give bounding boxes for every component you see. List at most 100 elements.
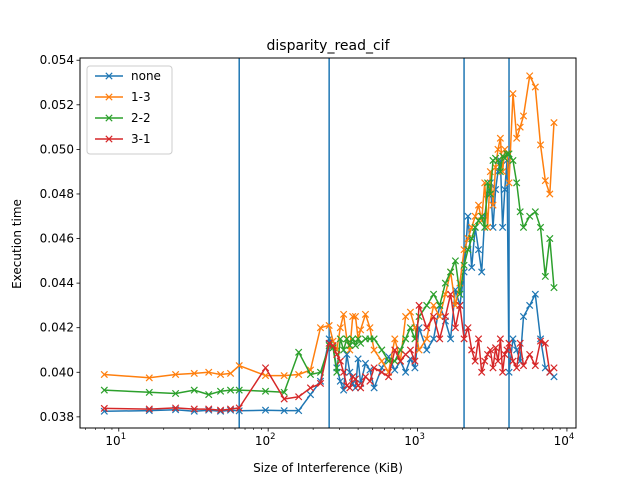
data-point bbox=[295, 393, 303, 401]
data-point bbox=[423, 324, 431, 332]
data-point bbox=[536, 223, 545, 232]
data-point bbox=[226, 405, 235, 413]
data-point bbox=[216, 406, 225, 414]
data-point bbox=[429, 312, 438, 321]
data-point bbox=[340, 310, 348, 318]
x-tick-label: 101 bbox=[105, 432, 126, 448]
data-point bbox=[100, 404, 108, 413]
data-point bbox=[295, 370, 303, 379]
data-point bbox=[499, 223, 507, 232]
data-point bbox=[483, 179, 492, 187]
data-point bbox=[333, 350, 341, 359]
data-point bbox=[474, 335, 483, 343]
data-point bbox=[306, 370, 315, 379]
legend-label: 3-1 bbox=[131, 132, 151, 146]
data-point bbox=[526, 350, 534, 359]
data-point bbox=[526, 212, 534, 220]
x-tick-label: 104 bbox=[554, 432, 575, 448]
y-tick-label: 0.050 bbox=[40, 142, 74, 156]
data-point bbox=[384, 373, 393, 381]
data-point bbox=[541, 272, 549, 281]
data-point bbox=[513, 134, 521, 142]
legend-item-none: none bbox=[95, 69, 161, 83]
data-point bbox=[370, 364, 378, 372]
data-point bbox=[496, 134, 504, 142]
data-point bbox=[436, 312, 444, 321]
data-point bbox=[501, 350, 509, 359]
data-point bbox=[526, 301, 534, 310]
series-3-1 bbox=[100, 290, 558, 414]
data-point bbox=[451, 324, 460, 332]
data-point bbox=[261, 406, 270, 414]
legend-item-1-3: 1-3 bbox=[95, 90, 151, 104]
data-point bbox=[505, 150, 513, 158]
data-point bbox=[513, 364, 521, 372]
data-point bbox=[205, 405, 213, 413]
data-point bbox=[336, 335, 344, 343]
data-point bbox=[415, 346, 423, 354]
data-point bbox=[509, 357, 517, 365]
data-point bbox=[370, 384, 378, 392]
legend-item-2-2: 2-2 bbox=[95, 111, 151, 125]
data-point bbox=[509, 90, 517, 98]
data-point bbox=[474, 246, 483, 254]
data-point bbox=[531, 83, 539, 91]
data-point bbox=[505, 179, 513, 187]
data-point bbox=[370, 335, 378, 343]
data-point bbox=[541, 176, 549, 185]
data-point bbox=[519, 312, 528, 321]
data-point bbox=[261, 387, 270, 395]
data-point bbox=[468, 234, 476, 243]
data-point bbox=[436, 335, 444, 343]
x-tick-label: 102 bbox=[255, 432, 276, 448]
axes-frame bbox=[79, 57, 577, 429]
data-point bbox=[406, 324, 415, 332]
data-point bbox=[516, 208, 524, 216]
x-axis-ticks: 101 102 103 104 bbox=[85, 428, 575, 448]
data-point bbox=[541, 339, 549, 347]
data-point bbox=[261, 371, 270, 380]
data-point bbox=[226, 369, 235, 378]
data-point bbox=[415, 301, 423, 310]
data-point bbox=[226, 406, 235, 414]
data-point bbox=[346, 341, 354, 350]
data-point bbox=[446, 268, 455, 276]
data-point bbox=[361, 359, 370, 367]
legend-marker bbox=[105, 135, 113, 143]
data-point bbox=[333, 368, 341, 376]
chart-title: disparity_read_cif bbox=[267, 38, 391, 54]
data-point bbox=[411, 357, 419, 365]
data-point bbox=[216, 387, 225, 395]
data-point bbox=[456, 290, 464, 298]
data-point bbox=[391, 366, 399, 374]
data-point bbox=[550, 364, 558, 372]
legend-box bbox=[86, 65, 173, 155]
data-point bbox=[451, 257, 460, 265]
data-point bbox=[145, 374, 153, 382]
data-point bbox=[478, 368, 486, 376]
series-none bbox=[100, 156, 558, 415]
data-point bbox=[340, 386, 348, 394]
y-axis-ticks: 0.038 0.040 0.042 0.044 0.046 0.048 0.050 0.052… bbox=[40, 53, 80, 424]
data-point bbox=[471, 223, 479, 232]
data-point bbox=[216, 370, 225, 379]
data-point bbox=[509, 156, 517, 165]
legend-label: 1-3 bbox=[131, 90, 151, 104]
data-point bbox=[499, 368, 507, 376]
data-point bbox=[100, 386, 108, 394]
data-point bbox=[280, 395, 288, 403]
y-axis-label: Execution time bbox=[10, 199, 24, 289]
data-point bbox=[378, 346, 386, 354]
data-point bbox=[503, 346, 511, 354]
data-point bbox=[505, 339, 513, 347]
data-point bbox=[357, 384, 365, 392]
data-point bbox=[340, 368, 348, 376]
y-tick-label: 0.048 bbox=[40, 187, 74, 201]
data-point bbox=[205, 390, 213, 399]
data-point bbox=[423, 301, 431, 310]
data-point bbox=[329, 341, 337, 350]
data-point bbox=[205, 406, 213, 414]
series-layer bbox=[100, 72, 558, 415]
data-point bbox=[491, 344, 500, 352]
